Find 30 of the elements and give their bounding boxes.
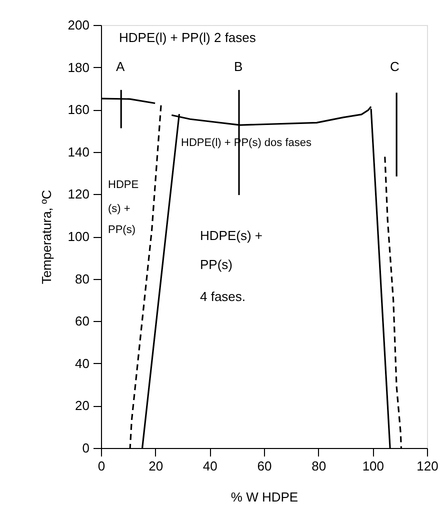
y-tick-label: 80 [75, 271, 90, 286]
annotation: PP(s) [108, 224, 136, 236]
annotation: C [390, 59, 400, 74]
annotation: HDPE(l) + PP(l) 2 fases [119, 30, 256, 45]
annotation: (s) + [108, 203, 130, 215]
x-axis-title: % W HDPE [230, 490, 298, 504]
y-tick-label: 100 [68, 229, 90, 244]
y-tick-label: 120 [68, 186, 90, 202]
x-tick-label: 0 [98, 458, 106, 474]
annotation: HDPE [108, 179, 139, 191]
x-tick-label: 40 [202, 458, 218, 474]
y-tick-label: 0 [82, 440, 90, 456]
y-tick-label: 180 [68, 60, 90, 75]
y-tick-label: 60 [75, 314, 90, 329]
y-tick-label: 160 [68, 102, 90, 118]
annotation: A [116, 59, 125, 74]
x-tick-label: 100 [362, 458, 384, 474]
y-tick-label: 140 [68, 144, 90, 160]
y-tick-label: 40 [75, 356, 90, 371]
x-tick-label: 80 [312, 458, 326, 474]
x-tick-label: 120 [416, 458, 438, 474]
annotation: PP(s) [200, 257, 232, 272]
y-tick-label: 200 [68, 18, 90, 32]
y-tick-label: 20 [75, 398, 90, 414]
x-tick-label: 60 [257, 458, 272, 474]
annotation: HDPE(s) + [200, 228, 262, 243]
y-axis-title: Temperatura, ºC [38, 190, 54, 284]
annotation: B [234, 59, 243, 74]
annotation: 4 fases. [200, 289, 246, 304]
x-tick-label: 20 [148, 458, 164, 474]
